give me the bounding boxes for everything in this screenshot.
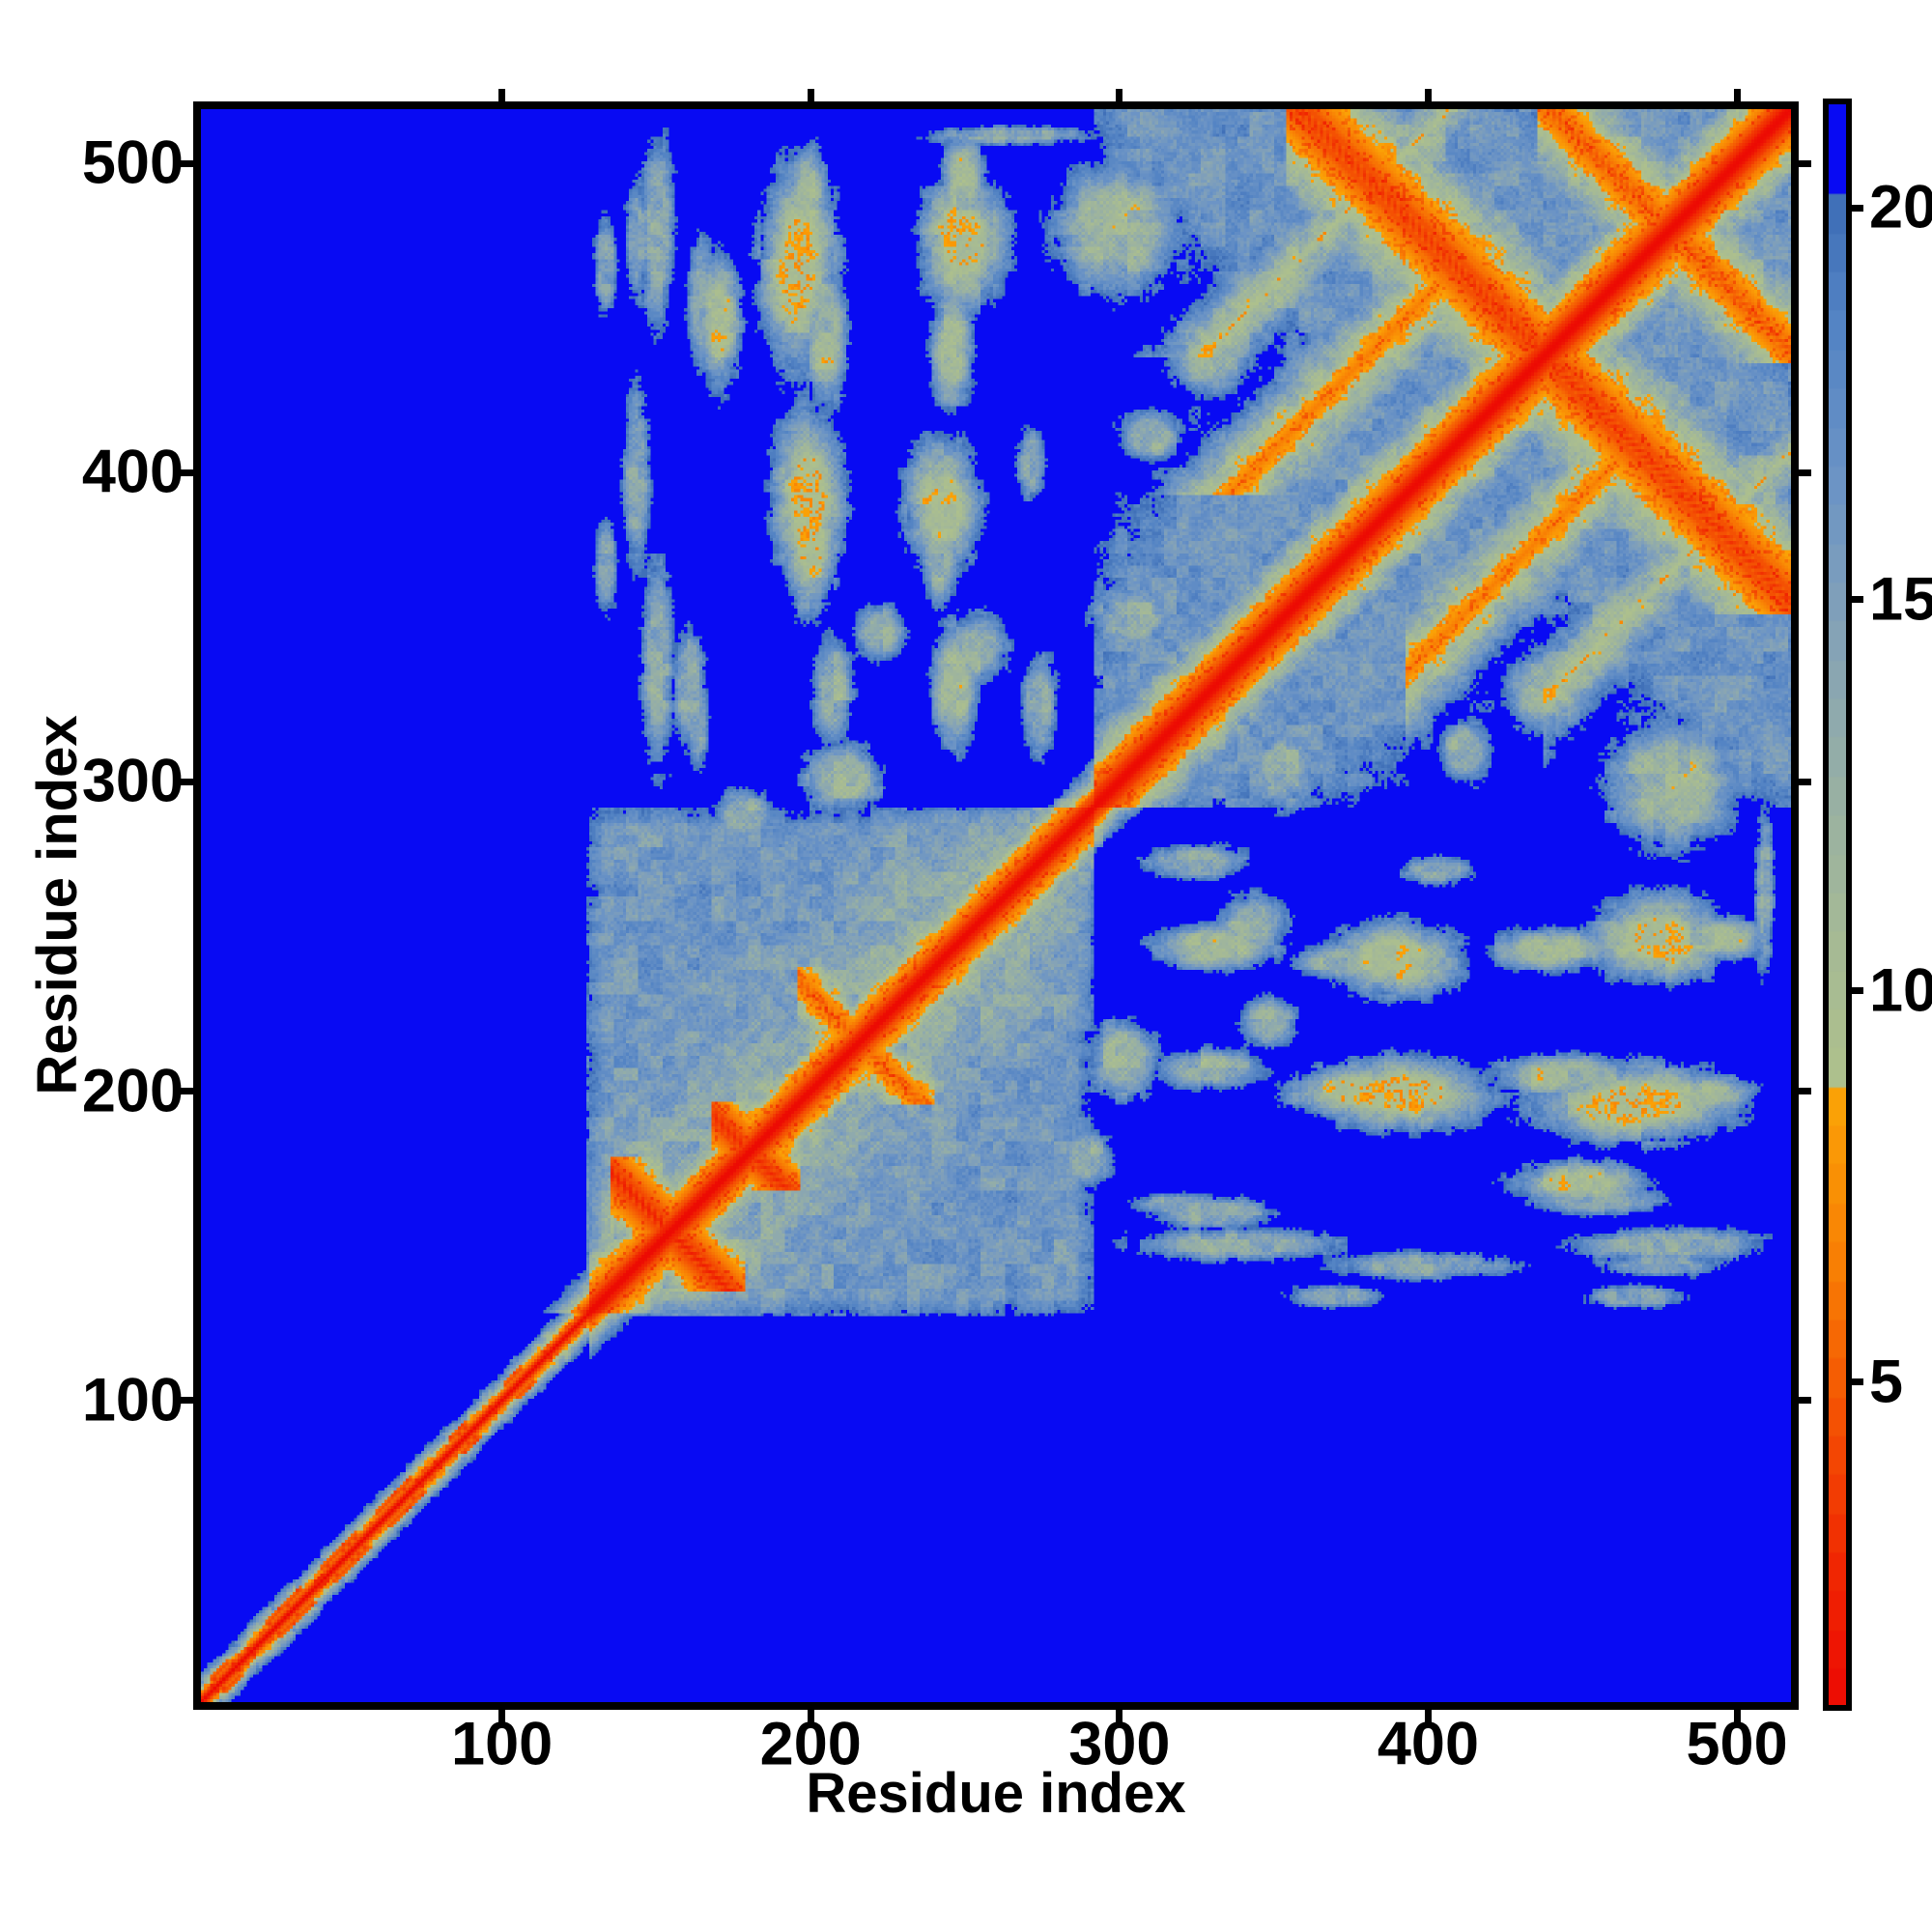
plot-area (193, 101, 1799, 1710)
y-axis-tick-right (1799, 778, 1811, 785)
y-axis-tick (181, 469, 193, 476)
y-axis-tick (181, 159, 193, 167)
colorbar-tick (1852, 987, 1863, 995)
heatmap-canvas (201, 109, 1791, 1702)
colorbar-tick-label: 5 (1869, 1348, 1904, 1416)
x-tick-label: 300 (1068, 1710, 1171, 1778)
colorbar (1823, 99, 1852, 1711)
y-axis-tick-right (1799, 469, 1811, 476)
x-axis-tick (1116, 1710, 1123, 1722)
y-axis-tick (181, 1397, 193, 1405)
y-tick-label: 100 (81, 1366, 184, 1435)
x-axis-title: Residue index (806, 1762, 1186, 1825)
colorbar-tick-label: 10 (1869, 956, 1932, 1025)
x-axis-tick-top (1733, 89, 1741, 101)
x-tick-label: 200 (759, 1710, 862, 1778)
colorbar-tick (1852, 1378, 1863, 1386)
colorbar-gradient (1829, 104, 1846, 1705)
colorbar-tick (1852, 596, 1863, 604)
x-axis-tick-top (807, 89, 814, 101)
x-axis-tick-top (1424, 89, 1432, 101)
x-tick-label: 100 (451, 1710, 554, 1778)
y-axis-title: Residue index (26, 715, 89, 1095)
y-axis-tick-right (1799, 1397, 1811, 1405)
y-tick-label: 500 (81, 128, 184, 197)
y-tick-label: 300 (81, 747, 184, 815)
y-tick-label: 200 (81, 1057, 184, 1125)
y-tick-label: 400 (81, 438, 184, 506)
y-axis-tick-right (1799, 1088, 1811, 1095)
colorbar-tick (1852, 204, 1863, 212)
x-axis-tick-top (498, 89, 506, 101)
x-axis-tick (807, 1710, 814, 1722)
y-axis-tick-right (1799, 159, 1811, 167)
x-tick-label: 400 (1377, 1710, 1480, 1778)
x-axis-tick (1733, 1710, 1741, 1722)
colorbar-tick-label: 15 (1869, 565, 1932, 634)
x-axis-tick (1424, 1710, 1432, 1722)
y-axis-tick (181, 1088, 193, 1095)
x-tick-label: 500 (1686, 1710, 1788, 1778)
x-axis-tick-top (1116, 89, 1123, 101)
colorbar-tick-label: 20 (1869, 173, 1932, 242)
x-axis-tick (498, 1710, 506, 1722)
y-axis-tick (181, 778, 193, 785)
